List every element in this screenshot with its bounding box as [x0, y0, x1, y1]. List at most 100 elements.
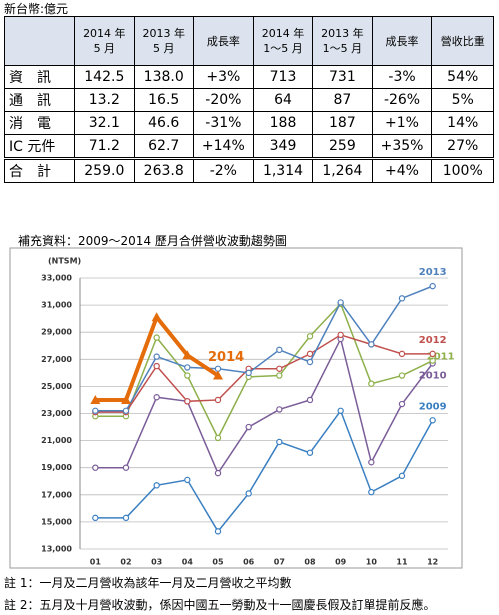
- table-cell: -31%: [192, 111, 254, 135]
- x-tick-label: 11: [396, 558, 408, 567]
- y-tick-label: 33,000: [41, 274, 72, 283]
- table-cell: 27%: [431, 134, 494, 159]
- x-tick-label: 07: [274, 558, 285, 567]
- table-cell: 32.1: [74, 111, 135, 135]
- header-cell: 2014 年 1～5 月: [252, 16, 314, 66]
- table-row: 資 訊 142.5 138.0 +3% 713 731 -3% 54%: [3, 65, 494, 89]
- marker: [429, 357, 436, 364]
- marker: [184, 476, 191, 484]
- table-cell: 54%: [431, 65, 494, 89]
- x-tick-label: 01: [90, 558, 102, 567]
- marker: [245, 490, 252, 497]
- marker: [122, 407, 130, 414]
- y-tick-label: 31,000: [41, 301, 72, 310]
- x-tick-label: 02: [120, 558, 131, 567]
- table-cell: 138.0: [133, 65, 194, 89]
- table-cell: 消 電: [3, 111, 76, 135]
- marker: [306, 350, 314, 358]
- series-label: 2014: [208, 350, 244, 365]
- marker: [90, 394, 101, 404]
- x-tick-label: 12: [427, 558, 438, 567]
- marker: [153, 394, 160, 401]
- y-tick-label: 29,000: [41, 328, 72, 337]
- marker: [214, 528, 222, 535]
- series-label: 2009: [419, 401, 447, 412]
- y-axis-label: (NTSM): [48, 257, 81, 266]
- marker: [368, 459, 375, 466]
- marker: [368, 341, 375, 348]
- marker: [398, 472, 406, 480]
- table-cell: +1%: [371, 111, 433, 135]
- marker: [214, 434, 222, 442]
- header-text: 2013 年: [142, 27, 185, 40]
- header-text: 2013 年: [321, 27, 364, 40]
- marker: [337, 407, 344, 414]
- marker: [429, 282, 436, 290]
- marker: [122, 514, 130, 522]
- table-cell: +3%: [192, 65, 254, 89]
- table-cell: 通 訊: [3, 88, 76, 112]
- marker: [245, 423, 252, 431]
- table-cell: 合 計: [3, 157, 76, 183]
- table-cell: -2%: [192, 157, 254, 183]
- table-cell: IC 元件: [3, 134, 76, 159]
- y-tick-label: 19,000: [41, 463, 72, 472]
- table-cell: -20%: [192, 88, 254, 112]
- table-cell: 100%: [431, 157, 494, 183]
- x-tick-label: 08: [304, 558, 316, 567]
- header-text: 成長率: [385, 34, 419, 48]
- table-row: 通 訊 13.2 16.5 -20% 64 87 -26% 5%: [3, 88, 494, 112]
- header-text: 成長率: [206, 34, 240, 48]
- marker: [276, 438, 283, 446]
- marker: [306, 333, 314, 340]
- table-row: 合 計 259.0 263.8 -2% 1,314 1,264 +4% 100%: [3, 157, 494, 183]
- marker: [429, 350, 436, 358]
- x-tick-label: 06: [243, 558, 255, 567]
- table-cell: 187: [312, 111, 373, 135]
- series-label: 2012: [419, 335, 447, 346]
- marker: [214, 396, 222, 404]
- table-cell: 87: [312, 88, 373, 112]
- marker: [184, 364, 191, 371]
- table-cell: 64: [252, 88, 314, 112]
- marker: [276, 365, 283, 372]
- y-tick-label: 25,000: [41, 382, 72, 391]
- marker: [92, 407, 99, 414]
- table-cell: +35%: [371, 134, 433, 159]
- marker: [398, 372, 406, 379]
- marker: [214, 469, 222, 477]
- y-tick-label: 23,000: [41, 409, 72, 418]
- x-tick-label: 04: [182, 558, 194, 567]
- header-text: 1～5 月: [263, 42, 303, 55]
- marker: [122, 464, 130, 471]
- marker: [368, 488, 375, 496]
- series-line: [95, 334, 433, 413]
- marker: [368, 380, 375, 387]
- table-cell: 259.0: [74, 157, 135, 183]
- marker: [245, 369, 252, 377]
- marker: [276, 346, 283, 354]
- table-cell: 259: [312, 134, 373, 159]
- marker: [337, 331, 344, 339]
- marker: [306, 449, 314, 456]
- header-text: 1～5 月: [322, 42, 363, 55]
- table-cell: 62.7: [133, 134, 194, 159]
- x-tick-label: 05: [212, 558, 224, 567]
- table-cell: 16.5: [133, 88, 194, 112]
- table-cell: 713: [252, 65, 314, 89]
- header-cell: 2013 年 1～5 月: [312, 16, 373, 66]
- marker: [182, 350, 193, 360]
- note: 註 2：五月及十月營收波動，係因中國五一勞動及十一國慶長假及訂單提前反應。: [4, 598, 436, 612]
- marker: [121, 394, 131, 404]
- marker: [153, 334, 160, 341]
- marker: [429, 417, 436, 424]
- series-label: 2010: [419, 370, 447, 381]
- table-cell: 1,264: [312, 157, 373, 183]
- series-label: 2011: [427, 352, 455, 363]
- series-line: [95, 336, 434, 475]
- marker: [153, 362, 160, 370]
- series-line: [95, 285, 433, 412]
- header-text: 5 月: [93, 42, 116, 55]
- series-line: [95, 302, 433, 440]
- table-cell: 14%: [431, 111, 494, 135]
